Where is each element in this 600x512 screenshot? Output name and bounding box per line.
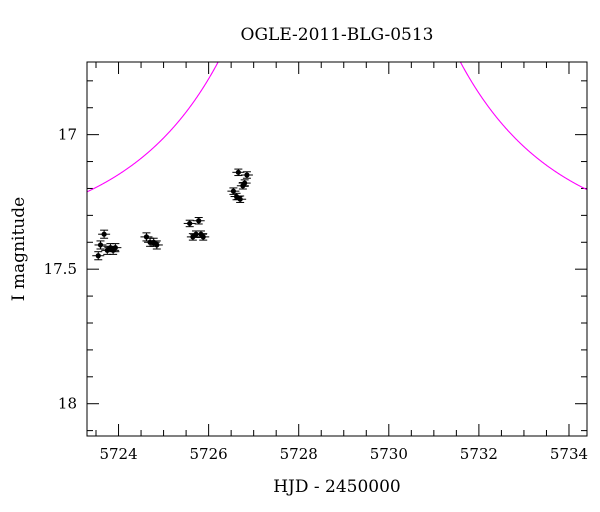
x-tick-label: 5724 bbox=[99, 445, 137, 463]
data-point bbox=[92, 251, 105, 261]
y-tick-label: 17.5 bbox=[44, 260, 77, 278]
data-point bbox=[109, 243, 122, 253]
point-marker bbox=[101, 231, 107, 237]
data-point bbox=[98, 229, 111, 239]
x-tick-label: 5732 bbox=[460, 445, 498, 463]
axis-ticks bbox=[87, 62, 587, 436]
data-point bbox=[192, 217, 205, 225]
data-points bbox=[92, 168, 253, 261]
point-marker bbox=[187, 220, 193, 227]
y-tick-labels: 17 17.5 18 bbox=[44, 126, 77, 413]
point-marker bbox=[95, 253, 101, 259]
point-marker bbox=[233, 193, 240, 200]
data-point bbox=[240, 171, 253, 179]
data-point bbox=[94, 240, 107, 250]
y-tick-label: 18 bbox=[58, 395, 77, 413]
data-point bbox=[234, 195, 247, 203]
point-marker bbox=[230, 188, 236, 194]
data-point bbox=[232, 168, 245, 177]
data-point bbox=[197, 233, 210, 241]
plot-frame bbox=[86, 61, 588, 437]
chart-title: OGLE-2011-BLG-0513 bbox=[241, 25, 434, 45]
point-marker bbox=[237, 196, 243, 202]
model-curve bbox=[87, 62, 587, 193]
x-tick-label: 5730 bbox=[370, 445, 408, 463]
point-marker bbox=[97, 242, 104, 248]
x-tick-label: 5734 bbox=[550, 445, 588, 463]
x-tick-label: 5728 bbox=[280, 445, 318, 463]
point-marker bbox=[154, 242, 160, 248]
point-marker bbox=[242, 180, 248, 186]
point-marker bbox=[244, 172, 250, 178]
x-tick-label: 5726 bbox=[190, 445, 228, 463]
y-axis-label: I magnitude bbox=[9, 197, 29, 301]
point-marker bbox=[200, 234, 206, 240]
x-tick-labels: 5724 5726 5728 5730 5732 5734 bbox=[99, 445, 588, 463]
data-point bbox=[238, 179, 251, 187]
x-axis-label: HJD - 2450000 bbox=[273, 477, 401, 497]
point-marker bbox=[196, 218, 202, 224]
data-point bbox=[140, 232, 153, 242]
data-point bbox=[227, 187, 240, 195]
y-tick-label: 17 bbox=[58, 126, 77, 144]
point-marker bbox=[235, 169, 241, 175]
data-point bbox=[150, 240, 163, 250]
point-marker bbox=[112, 245, 118, 251]
data-point bbox=[183, 219, 196, 228]
